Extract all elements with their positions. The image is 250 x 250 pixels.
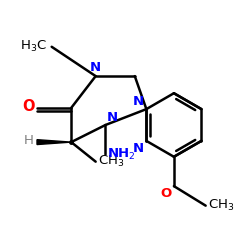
Text: CH$_3$: CH$_3$ (208, 198, 234, 213)
Text: NH$_2$: NH$_2$ (107, 147, 136, 162)
Text: H$_3$C: H$_3$C (20, 39, 47, 54)
Polygon shape (37, 140, 71, 144)
Text: N: N (133, 95, 144, 108)
Text: N: N (107, 111, 118, 124)
Text: CH$_3$: CH$_3$ (98, 154, 124, 169)
Text: H: H (24, 134, 33, 147)
Text: O: O (22, 99, 34, 114)
Text: O: O (160, 187, 172, 200)
Text: N: N (90, 61, 101, 74)
Text: N: N (133, 142, 144, 155)
